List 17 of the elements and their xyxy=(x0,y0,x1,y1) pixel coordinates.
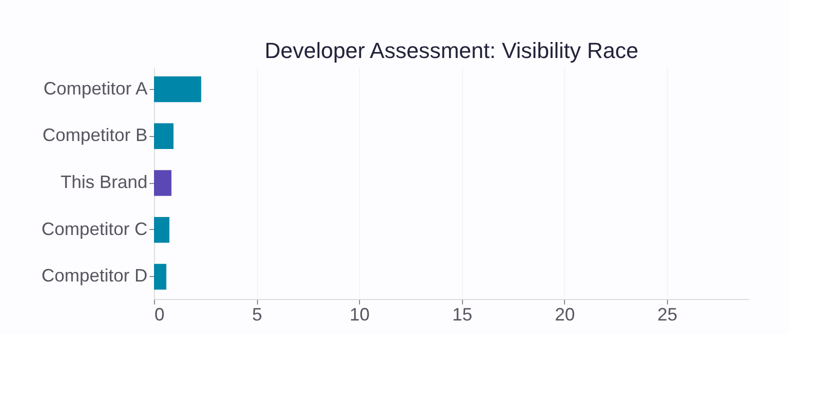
y-tick-label: Competitor D xyxy=(41,266,148,286)
y-tick-label: This Brand xyxy=(60,172,148,192)
y-tick-label: Competitor B xyxy=(42,125,148,146)
bar xyxy=(154,123,174,150)
x-tick-label: 0 xyxy=(154,304,165,324)
x-tick-label: 5 xyxy=(252,304,262,324)
bar xyxy=(154,216,170,243)
x-tick-label: 25 xyxy=(657,304,678,324)
x-tick-label: 20 xyxy=(554,304,575,324)
x-tick-label: 15 xyxy=(452,304,472,324)
chart-title: Developer Assessment: Visibility Race xyxy=(264,38,638,63)
x-tick-label: 10 xyxy=(350,304,370,324)
bar xyxy=(154,264,166,290)
bar xyxy=(154,76,202,102)
bar xyxy=(154,170,172,196)
y-tick-label: Competitor C xyxy=(41,218,148,239)
y-tick-label: Competitor A xyxy=(43,78,148,98)
